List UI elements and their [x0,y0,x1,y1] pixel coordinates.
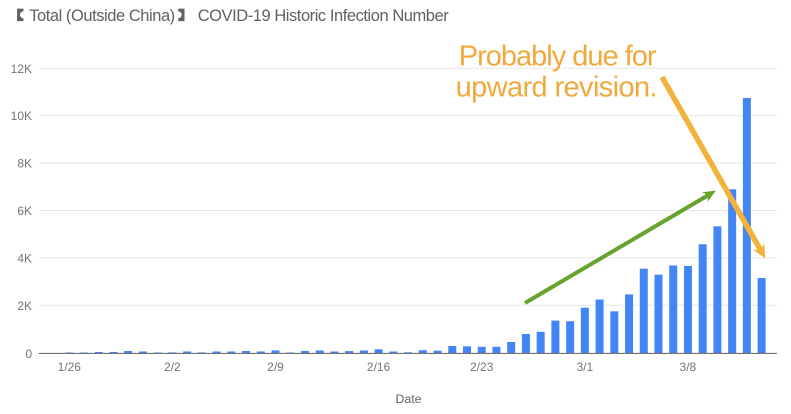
svg-text:2K: 2K [17,299,32,313]
svg-text:Date: Date [396,392,422,406]
svg-text:Total (Outside China): Total (Outside China) [29,7,175,25]
svg-text:3/1: 3/1 [576,360,593,374]
svg-text:2/16: 2/16 [367,360,391,374]
svg-text:COVID-19 Historic Infection Nu: COVID-19 Historic Infection Number [198,7,450,25]
svg-text:2/2: 2/2 [164,360,181,374]
svg-text:2/9: 2/9 [267,360,284,374]
svg-text:Probably due for: Probably due for [459,41,657,73]
svg-text:3/8: 3/8 [680,360,697,374]
svg-text:0: 0 [25,347,32,361]
svg-text:10K: 10K [11,109,32,123]
svg-text:6K: 6K [17,204,32,218]
svg-text:2/23: 2/23 [470,360,494,374]
svg-text:12K: 12K [11,62,32,76]
svg-text:1/26: 1/26 [58,360,82,374]
svg-text:upward revision.: upward revision. [456,72,657,104]
svg-text:4K: 4K [17,251,32,265]
svg-text:8K: 8K [17,157,32,171]
